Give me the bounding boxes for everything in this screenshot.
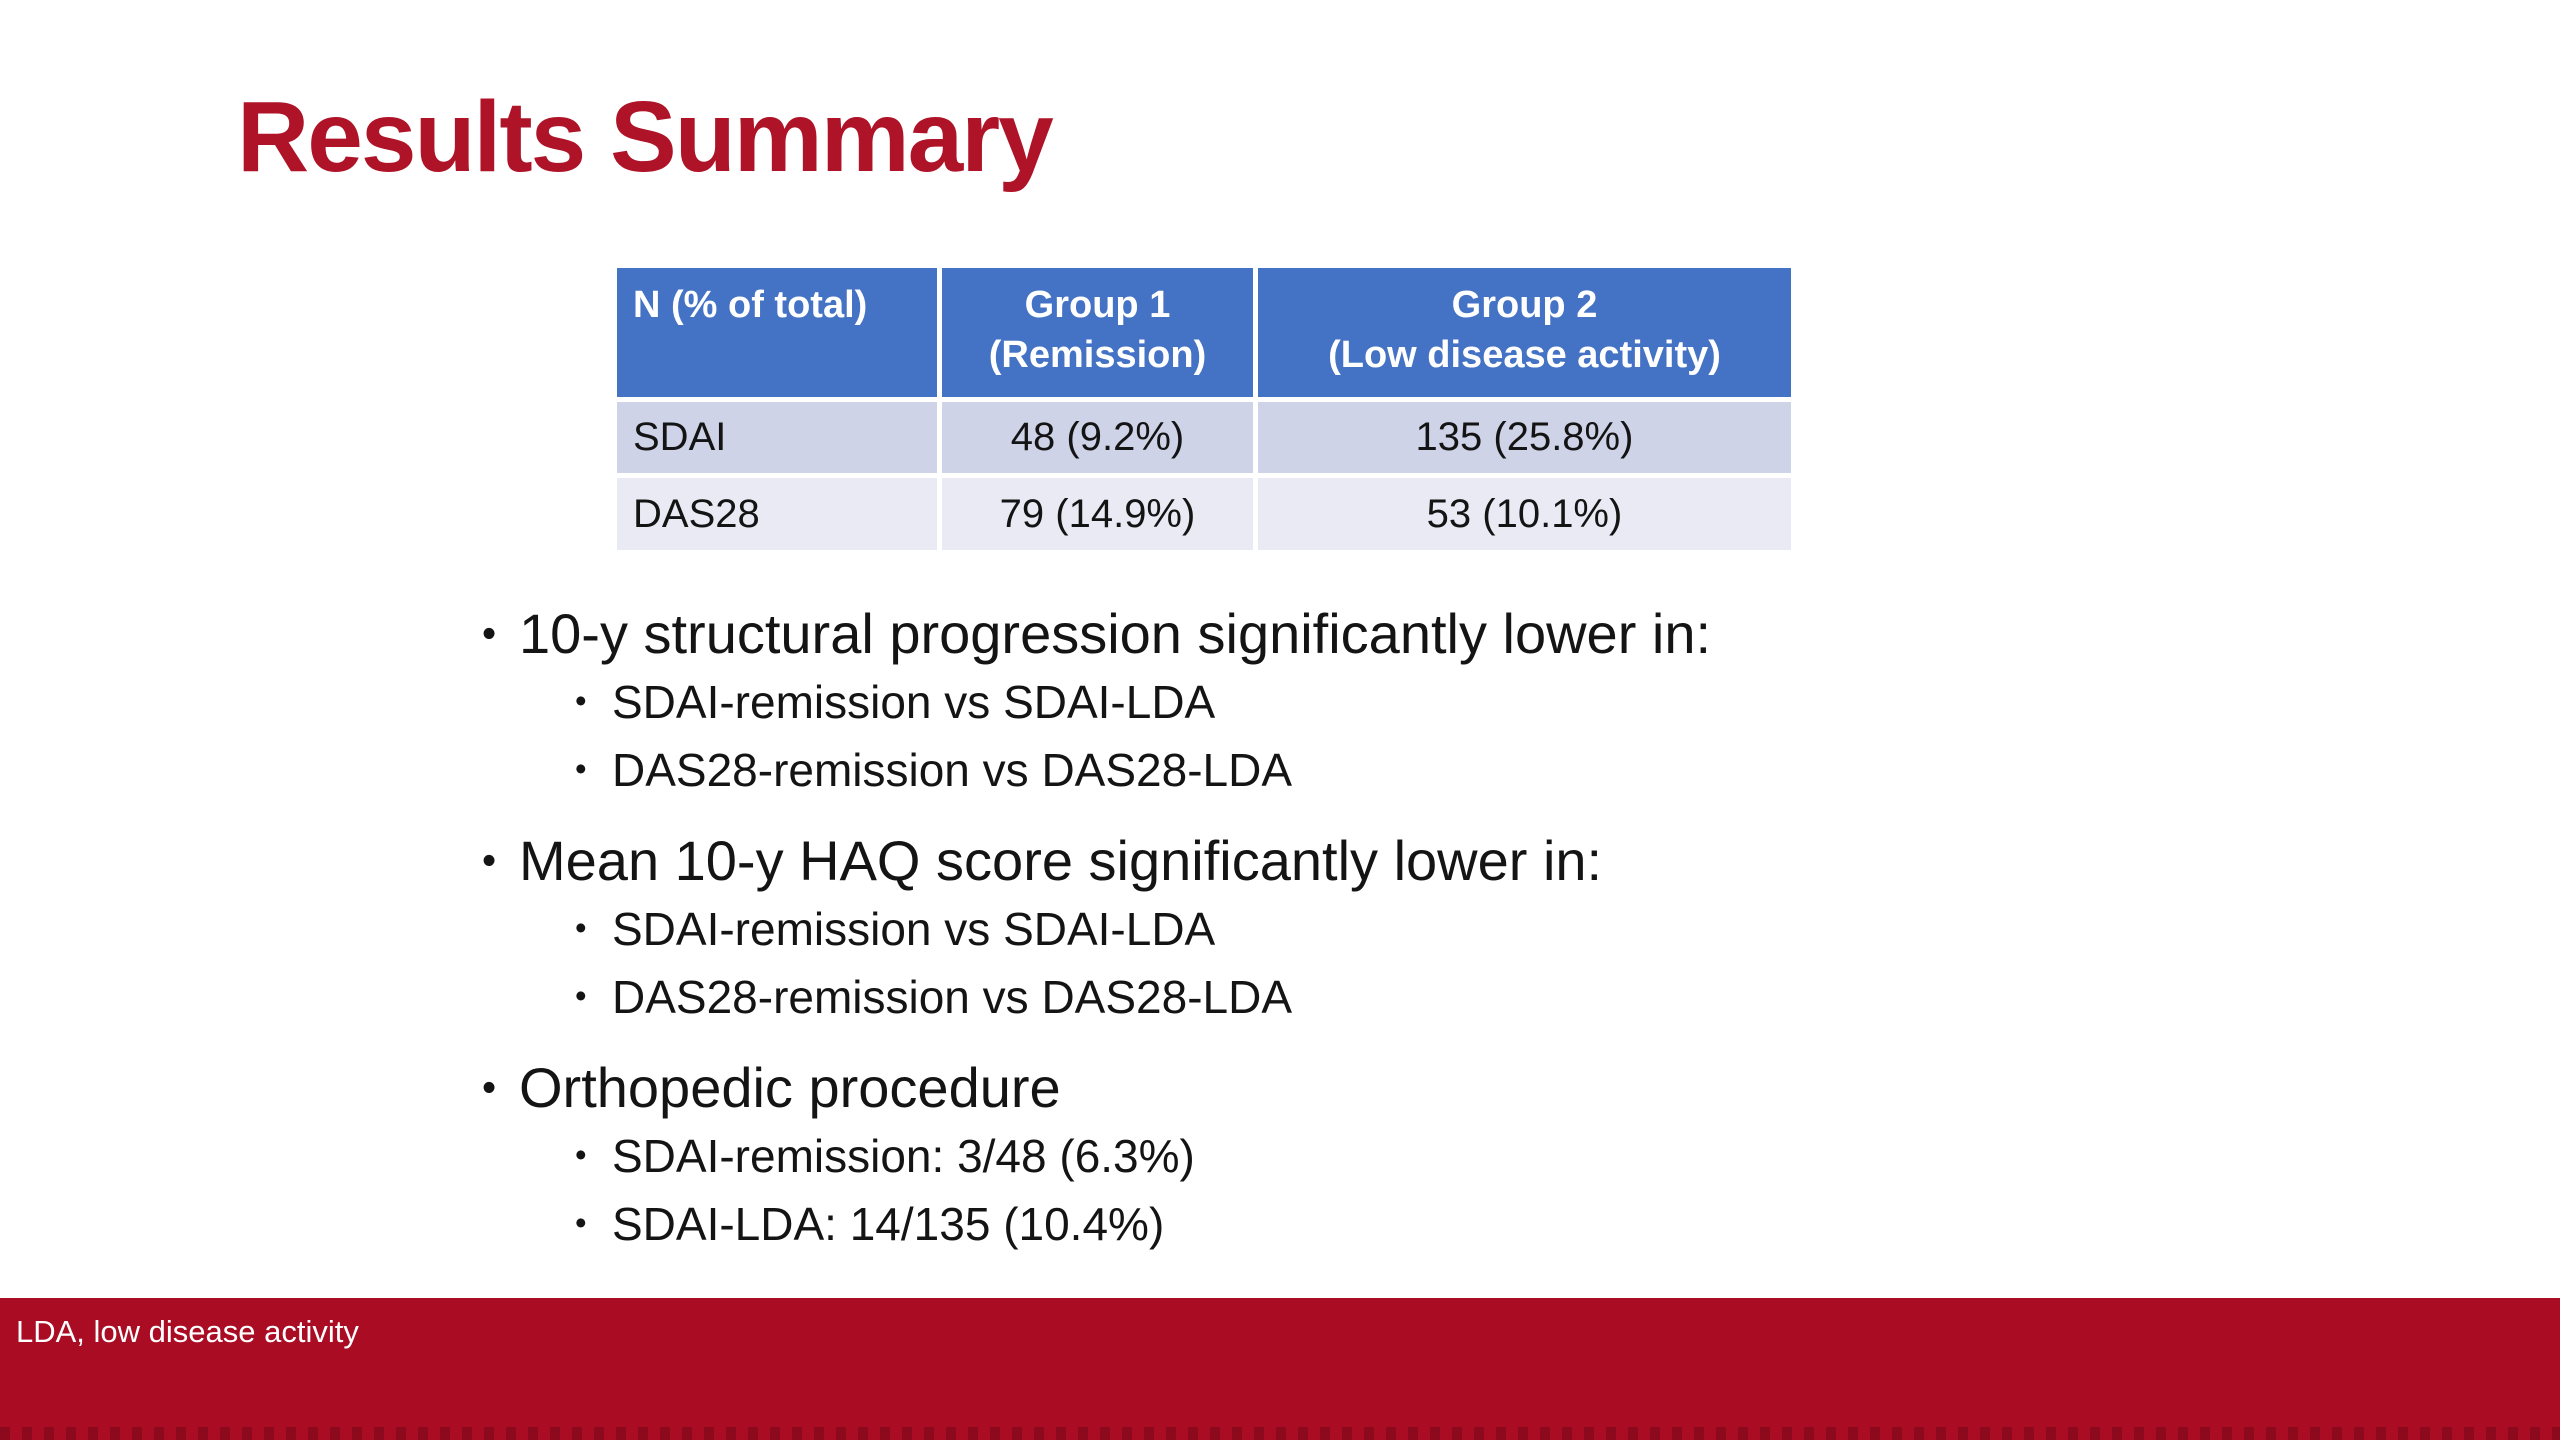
bullet-dot: •: [575, 1205, 587, 1243]
bullet-group-orthopedic-procedure: • Orthopedic procedure • SDAI-remission:…: [482, 1052, 2182, 1258]
bullet-dot: •: [482, 1063, 497, 1110]
bullet-dot: •: [575, 1137, 587, 1175]
sub-bullet-item: • DAS28-remission vs DAS28-LDA: [575, 736, 2182, 804]
sub-bullet-text: DAS28-remission vs DAS28-LDA: [612, 971, 1293, 1023]
header-line2: (Remission): [988, 334, 1207, 376]
bullet-group-haq-score: • Mean 10-y HAQ score significantly lowe…: [482, 825, 2182, 1031]
bullet-dot: •: [575, 683, 587, 721]
table-cell-sdai-group1: 48 (9.2%): [942, 402, 1253, 473]
table-row-sdai-label: SDAI: [617, 402, 937, 473]
table-header-cell-n-total: N (% of total): [617, 268, 937, 397]
sub-bullet-item: • SDAI-remission vs SDAI-LDA: [575, 895, 2182, 963]
bullet-item: • Orthopedic procedure: [482, 1052, 2182, 1122]
bullet-text: Mean 10-y HAQ score significantly lower …: [519, 828, 1603, 892]
footer-bar: LDA, low disease activity: [0, 1298, 2560, 1440]
footer-abbreviation-note: LDA, low disease activity: [16, 1314, 359, 1349]
header-line2: (Low disease activity): [1328, 334, 1721, 376]
sub-bullet-item: • SDAI-remission vs SDAI-LDA: [575, 668, 2182, 736]
results-table: N (% of total) Group 1 (Remission) Group…: [617, 268, 1791, 550]
sub-bullet-text: SDAI-remission vs SDAI-LDA: [612, 676, 1216, 728]
bullet-item: • Mean 10-y HAQ score significantly lowe…: [482, 825, 2182, 895]
header-line1: Group 1: [1024, 284, 1171, 326]
bullet-item: • 10-y structural progression significan…: [482, 598, 2182, 668]
sub-bullet-text: DAS28-remission vs DAS28-LDA: [612, 744, 1293, 796]
bullet-text: Orthopedic procedure: [519, 1055, 1061, 1119]
sub-bullet-item: • SDAI-LDA: 14/135 (10.4%): [575, 1190, 2182, 1258]
bullet-dot: •: [575, 910, 587, 948]
bullet-dot: •: [575, 978, 587, 1016]
bullet-group-structural-progression: • 10-y structural progression significan…: [482, 598, 2182, 804]
header-line1: N (% of total): [633, 284, 868, 326]
bullet-dot: •: [482, 609, 497, 656]
table-cell-das28-group1: 79 (14.9%): [942, 478, 1253, 550]
bullet-dot: •: [575, 751, 587, 789]
bullet-text: 10-y structural progression significantl…: [519, 601, 1712, 665]
header-line1: Group 2: [1451, 284, 1598, 326]
table-header-cell-group1: Group 1 (Remission): [942, 268, 1253, 397]
table-cell-sdai-group2: 135 (25.8%): [1258, 402, 1791, 473]
sub-bullet-text: SDAI-remission: 3/48 (6.3%): [612, 1130, 1195, 1182]
table-row-das28-label: DAS28: [617, 478, 937, 550]
sub-bullet-text: SDAI-LDA: 14/135 (10.4%): [612, 1198, 1165, 1250]
sub-bullet-text: SDAI-remission vs SDAI-LDA: [612, 903, 1216, 955]
page-title: Results Summary: [237, 81, 1054, 193]
bullet-list: • 10-y structural progression significan…: [482, 598, 2182, 1258]
table-header-cell-group2: Group 2 (Low disease activity): [1258, 268, 1791, 397]
sub-bullet-item: • DAS28-remission vs DAS28-LDA: [575, 963, 2182, 1031]
table-cell-das28-group2: 53 (10.1%): [1258, 478, 1791, 550]
sub-bullet-item: • SDAI-remission: 3/48 (6.3%): [575, 1122, 2182, 1190]
bullet-dot: •: [482, 836, 497, 883]
